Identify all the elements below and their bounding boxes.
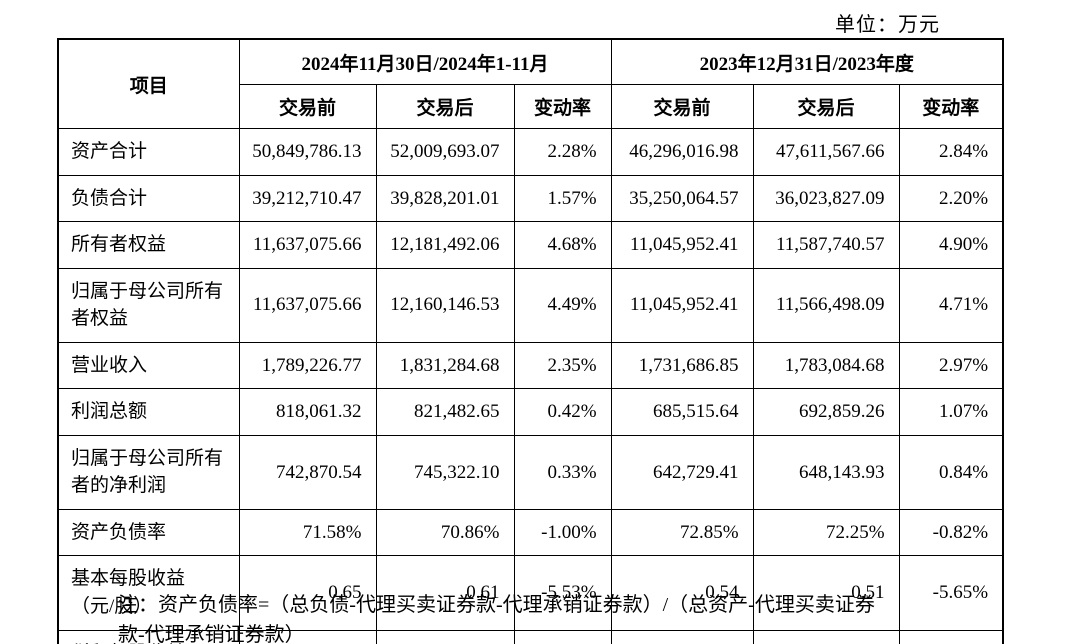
row-label: 资产合计 [57, 128, 240, 176]
row-label: 归属于母公司所有者权益 [57, 267, 240, 343]
cell-value: 2.20% [898, 174, 1004, 223]
cell-value: -1.00% [513, 508, 612, 557]
cell-value: 2.35% [513, 341, 612, 390]
cell-value: 4.71% [898, 267, 1004, 343]
cell-value: -5.65% [898, 629, 1004, 644]
cell-value: 4.68% [513, 221, 612, 269]
table-row-owners-equity: 所有者权益 11,637,075.66 12,181,492.06 4.68% … [57, 221, 1004, 269]
cell-value: 52,009,693.07 [375, 128, 515, 176]
header-pre-2023: 交易前 [610, 84, 754, 129]
row-label: 营业收入 [57, 341, 240, 390]
cell-value: 0.61 [375, 555, 515, 631]
cell-value: 1.57% [513, 174, 612, 223]
cell-value: 0.51 [752, 555, 900, 631]
cell-value: 11,045,952.41 [610, 221, 754, 269]
table-header: 项目 2024年11月30日/2024年1-11月 2023年12月31日/20… [57, 38, 1004, 129]
cell-value: 12,181,492.06 [375, 221, 515, 269]
cell-value: 12,160,146.53 [375, 267, 515, 343]
table-row-total-assets: 资产合计 50,849,786.13 52,009,693.07 2.28% 4… [57, 128, 1004, 176]
cell-value: 742,870.54 [238, 434, 377, 510]
table-row-debt-ratio: 资产负债率 71.58% 70.86% -1.00% 72.85% 72.25%… [57, 508, 1004, 557]
row-label: 归属于母公司所有者的净利润 [57, 434, 240, 510]
cell-value: 11,587,740.57 [752, 221, 900, 269]
row-label: 基本每股收益 （元/股） [57, 555, 240, 631]
table-row-parent-net-profit: 归属于母公司所有者的净利润 742,870.54 745,322.10 0.33… [57, 434, 1004, 510]
cell-value: 11,566,498.09 [752, 267, 900, 343]
table-row-total-profit: 利润总额 818,061.32 821,482.65 0.42% 685,515… [57, 388, 1004, 436]
row-label: 负债合计 [57, 174, 240, 223]
cell-value: 2.97% [898, 341, 1004, 390]
cell-value: 818,061.32 [238, 388, 377, 436]
cell-value: 39,212,710.47 [238, 174, 377, 223]
cell-value: 72.85% [610, 508, 754, 557]
cell-value: 35,250,064.57 [610, 174, 754, 223]
cell-value: 46,296,016.98 [610, 128, 754, 176]
header-change-2024: 变动率 [513, 84, 612, 129]
cell-value: -5.53% [513, 555, 612, 631]
cell-value: 39,828,201.01 [375, 174, 515, 223]
table-row-diluted-eps: 稀释每股收益 （元/股） 0.65 0.61 -5.53% 0.54 0.51 … [57, 629, 1004, 644]
header-item: 项目 [57, 38, 240, 129]
cell-value: 0.42% [513, 388, 612, 436]
table-row-total-liabilities: 负债合计 39,212,710.47 39,828,201.01 1.57% 3… [57, 174, 1004, 223]
cell-value: 70.86% [375, 508, 515, 557]
header-period-2024: 2024年11月30日/2024年1-11月 [238, 38, 612, 85]
cell-value: 1.07% [898, 388, 1004, 436]
cell-value: 821,482.65 [375, 388, 515, 436]
cell-value: 0.33% [513, 434, 612, 510]
table-row-operating-revenue: 营业收入 1,789,226.77 1,831,284.68 2.35% 1,7… [57, 341, 1004, 390]
cell-value: 648,143.93 [752, 434, 900, 510]
cell-value: 2.84% [898, 128, 1004, 176]
header-period-2023: 2023年12月31日/2023年度 [610, 38, 1004, 85]
table-body: 资产合计 50,849,786.13 52,009,693.07 2.28% 4… [57, 128, 1004, 644]
cell-value: -5.53% [513, 629, 612, 644]
header-change-2023: 变动率 [898, 84, 1004, 129]
cell-value: 4.49% [513, 267, 612, 343]
table-row-parent-equity: 归属于母公司所有者权益 11,637,075.66 12,160,146.53 … [57, 267, 1004, 343]
row-label: 所有者权益 [57, 221, 240, 269]
header-pre-2024: 交易前 [238, 84, 377, 129]
footnote: 注：资产负债率=（总负债-代理买卖证券款-代理承销证券款）/（总资产-代理买卖证… [118, 594, 875, 644]
cell-value: 0.54 [610, 555, 754, 631]
cell-value: 50,849,786.13 [238, 128, 377, 176]
table-row-basic-eps: 基本每股收益 （元/股） 0.65 0.61 -5.53% 0.54 0.51 … [57, 555, 1004, 631]
financial-comparison-table: 项目 2024年11月30日/2024年1-11月 2023年12月31日/20… [57, 38, 1005, 644]
cell-value: 11,637,075.66 [238, 267, 377, 343]
cell-value: 1,783,084.68 [752, 341, 900, 390]
cell-value: 692,859.26 [752, 388, 900, 436]
cell-value: 36,023,827.09 [752, 174, 900, 223]
header-post-2024: 交易后 [375, 84, 515, 129]
cell-value: 72.25% [752, 508, 900, 557]
cell-value: 1,831,284.68 [375, 341, 515, 390]
row-label: 资产负债率 [57, 508, 240, 557]
header-post-2023: 交易后 [752, 84, 900, 129]
cell-value: 71.58% [238, 508, 377, 557]
cell-value: 11,045,952.41 [610, 267, 754, 343]
cell-value: 2.28% [513, 128, 612, 176]
cell-value: -5.65% [898, 555, 1004, 631]
cell-value: 11,637,075.66 [238, 221, 377, 269]
unit-label: 单位：万元 [835, 14, 940, 36]
cell-value: 685,515.64 [610, 388, 754, 436]
cell-value: 47,611,567.66 [752, 128, 900, 176]
cell-value: 745,322.10 [375, 434, 515, 510]
cell-value: 642,729.41 [610, 434, 754, 510]
cell-value: 4.90% [898, 221, 1004, 269]
cell-value: 1,789,226.77 [238, 341, 377, 390]
cell-value: 0.65 [238, 555, 377, 631]
cell-value: 1,731,686.85 [610, 341, 754, 390]
cell-value: 0.84% [898, 434, 1004, 510]
row-label: 利润总额 [57, 388, 240, 436]
cell-value: -0.82% [898, 508, 1004, 557]
